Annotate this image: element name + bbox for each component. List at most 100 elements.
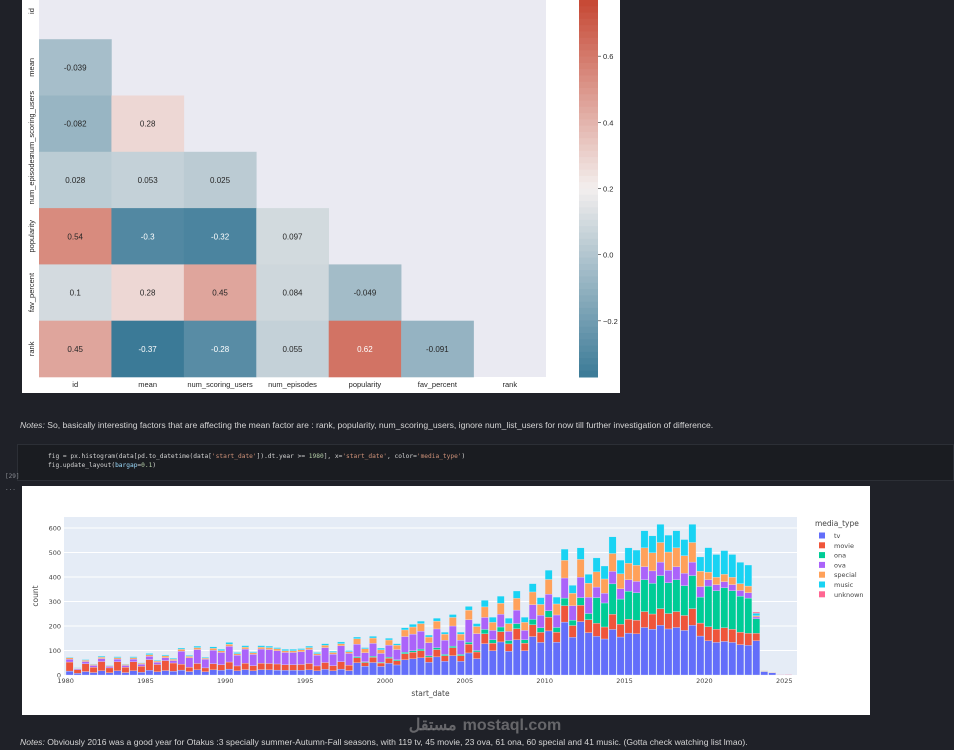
bar-special bbox=[616, 573, 625, 589]
bar-tv bbox=[457, 661, 465, 676]
bar-ona bbox=[704, 585, 713, 627]
bar-movie bbox=[680, 615, 689, 631]
bar-tv bbox=[273, 669, 281, 676]
colorbar-segment bbox=[579, 219, 598, 227]
note-text: So, basically interesting factors that a… bbox=[44, 420, 714, 430]
bar-special bbox=[337, 643, 345, 646]
colorbar-segment bbox=[579, 56, 598, 64]
bar-music bbox=[169, 658, 178, 660]
bar-special bbox=[353, 638, 361, 645]
bar-ona bbox=[385, 656, 393, 659]
bar-ona bbox=[672, 579, 681, 612]
x-tick-label: rank bbox=[502, 380, 517, 389]
markdown-note-2: Notes: Obviously 2016 was a good year fo… bbox=[20, 737, 748, 747]
heatmap-cell-label: 0.28 bbox=[140, 289, 156, 298]
bar-special bbox=[497, 603, 505, 615]
colorbar-segment bbox=[579, 69, 598, 76]
colorbar-segment bbox=[579, 245, 598, 252]
heatmap-cell bbox=[183, 264, 257, 321]
bar-ova bbox=[616, 588, 625, 600]
colorbar-segment bbox=[579, 276, 598, 284]
colorbar-segment bbox=[579, 345, 598, 353]
bar-tv bbox=[369, 662, 377, 676]
code-cell[interactable]: fig = px.histogram(data[pd.to_datetime(d… bbox=[17, 444, 954, 481]
bar-ona bbox=[744, 597, 753, 634]
bar-movie bbox=[185, 667, 194, 672]
bar-music bbox=[664, 534, 673, 553]
bar-ona bbox=[560, 597, 569, 606]
heatmap-cell-label: -0.082 bbox=[64, 120, 87, 129]
bar-music bbox=[305, 645, 313, 648]
bar-movie bbox=[520, 643, 529, 651]
bar-music bbox=[201, 657, 210, 659]
bar-tv bbox=[201, 671, 210, 676]
bar-tv bbox=[696, 635, 705, 676]
bar-music bbox=[720, 550, 729, 575]
bar-ona bbox=[512, 623, 521, 629]
bar-special bbox=[177, 649, 186, 652]
colorbar-segment bbox=[579, 182, 598, 189]
bar-movie bbox=[81, 663, 90, 672]
colorbar-tick-label: −0.2 bbox=[603, 317, 618, 326]
bar-music bbox=[81, 659, 90, 661]
bar-ova bbox=[377, 653, 385, 663]
bar-ova bbox=[337, 645, 345, 662]
heatmap-cell bbox=[328, 264, 402, 321]
bar-music bbox=[712, 554, 721, 578]
bar-ova bbox=[544, 594, 553, 611]
bar-special bbox=[752, 615, 761, 618]
legend-item-tv: tv bbox=[834, 532, 841, 540]
bar-movie bbox=[704, 626, 713, 641]
bar-tv bbox=[433, 656, 441, 676]
colorbar-segment bbox=[579, 100, 598, 108]
bar-tv bbox=[225, 668, 234, 676]
colorbar-segment bbox=[579, 50, 598, 58]
bar-ona bbox=[592, 597, 601, 624]
bar-tv bbox=[760, 671, 769, 676]
bar-ova bbox=[265, 649, 273, 664]
colorbar-tick-label: 0.4 bbox=[603, 118, 613, 127]
bar-tv bbox=[257, 669, 265, 676]
bar-ova bbox=[489, 630, 497, 640]
bar-movie bbox=[473, 651, 481, 659]
bar-movie bbox=[624, 618, 633, 634]
bar-music bbox=[696, 556, 705, 572]
bar-ova bbox=[257, 648, 265, 664]
bar-ona bbox=[736, 595, 745, 633]
colorbar-segment bbox=[579, 295, 598, 303]
code-token: bargap bbox=[115, 462, 138, 469]
bar-tv bbox=[505, 651, 513, 676]
bar-ona bbox=[433, 647, 441, 650]
bar-special bbox=[520, 622, 529, 631]
colorbar-segment bbox=[579, 75, 598, 83]
bar-movie bbox=[489, 643, 497, 651]
x-tick-label: 1980 bbox=[57, 677, 74, 685]
watermark-logo: مستقل mostaql.com bbox=[400, 716, 570, 736]
bar-ova bbox=[209, 650, 218, 664]
legend-item-ona: ona bbox=[834, 552, 846, 560]
bar-special bbox=[153, 660, 162, 663]
colorbar-segment bbox=[579, 94, 598, 102]
bar-music bbox=[377, 647, 385, 650]
bar-tv bbox=[377, 666, 385, 676]
bar-movie bbox=[385, 658, 393, 664]
bar-movie bbox=[449, 647, 457, 656]
bar-movie bbox=[441, 655, 449, 662]
bar-ova bbox=[576, 577, 585, 598]
bar-ova bbox=[696, 586, 705, 598]
code-line-2[interactable]: fig.update_layout(bargap=0.1) bbox=[48, 462, 156, 469]
bar-special bbox=[576, 559, 585, 578]
output-menu-button[interactable]: ... bbox=[5, 485, 16, 492]
x-axis-title: start_date bbox=[411, 689, 450, 698]
bar-tv bbox=[161, 670, 170, 676]
code-line-1[interactable]: fig = px.histogram(data[pd.to_datetime(d… bbox=[48, 453, 465, 460]
colorbar-tick-label: 0.6 bbox=[603, 52, 613, 61]
bar-special bbox=[680, 555, 689, 574]
bar-music bbox=[560, 548, 569, 561]
bar-ova bbox=[401, 636, 409, 653]
colorbar-segment bbox=[579, 201, 598, 208]
bar-special bbox=[568, 593, 577, 606]
bar-music bbox=[544, 570, 553, 580]
bar-tv bbox=[393, 664, 401, 676]
colorbar-segment bbox=[579, 213, 598, 221]
